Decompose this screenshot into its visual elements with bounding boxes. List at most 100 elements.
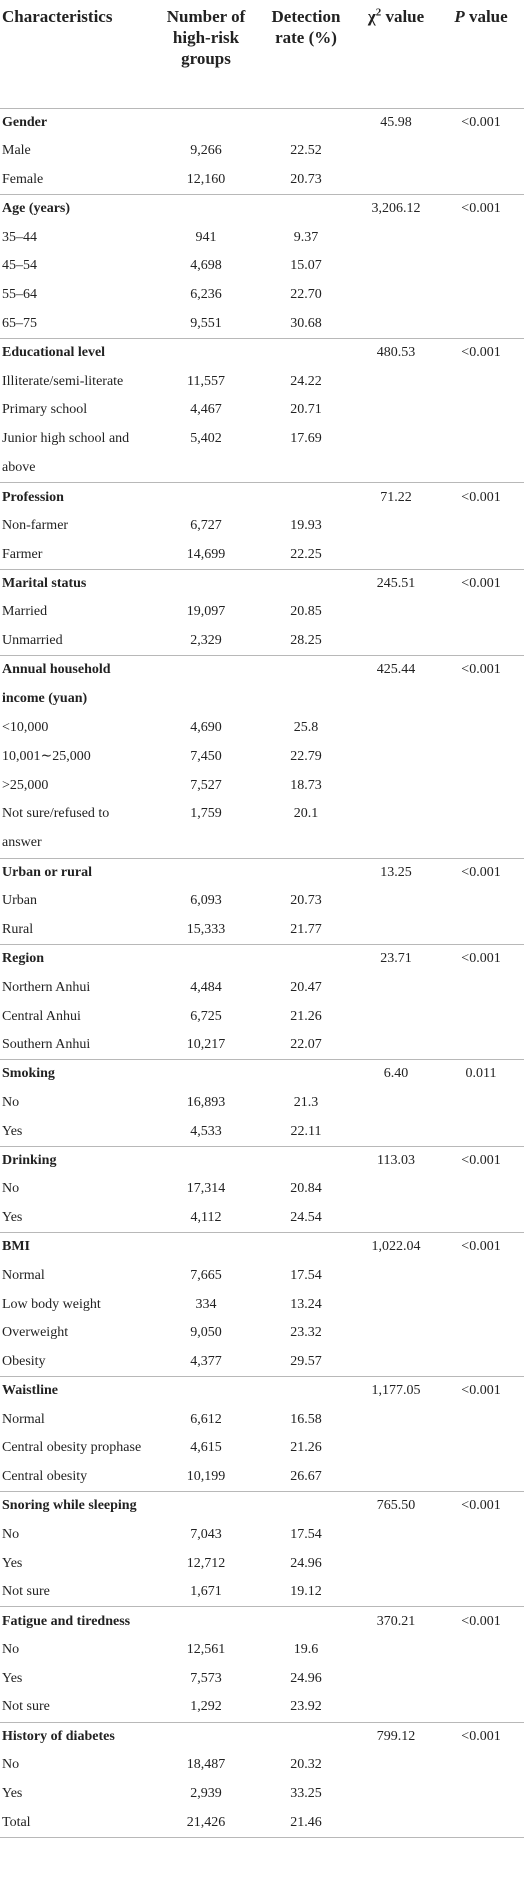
- row-label: Normal: [2, 1411, 45, 1427]
- chi-square-value: 6.40: [354, 1059, 438, 1089]
- p-value: <0.001: [438, 944, 524, 974]
- table-row: Normal 7,665 17.54: [0, 1261, 524, 1290]
- group-header-row: Snoring while sleeping 765.50 <0.001: [0, 1491, 524, 1521]
- row-chi-empty: [354, 310, 438, 339]
- group-label: Profession: [0, 482, 154, 512]
- row-p-empty: [438, 771, 524, 800]
- row-detection-rate: 17.54: [290, 1526, 322, 1542]
- group-label: Waistline: [0, 1376, 154, 1406]
- row-detection-rate: 26.67: [290, 1469, 322, 1485]
- row-count: 6,612: [190, 1411, 222, 1427]
- p-value: 0.011: [438, 1059, 524, 1089]
- row-count: 7,527: [190, 777, 222, 793]
- chi-square-value: 245.51: [354, 568, 438, 599]
- table-row: Farmer 14,699 22.25: [0, 540, 524, 569]
- row-count: 2,939: [190, 1786, 222, 1802]
- row-p-empty: [438, 743, 524, 772]
- row-p-empty: [438, 1089, 524, 1118]
- total-detection-rate: 21.46: [258, 1808, 354, 1838]
- table-row: Normal 6,612 16.58: [0, 1405, 524, 1434]
- group-count-empty: [154, 337, 258, 368]
- table-row: 10,001∼25,000 7,450 22.79: [0, 743, 524, 772]
- table-row: Yes 12,712 24.96: [0, 1549, 524, 1578]
- row-count: 4,112: [190, 1209, 222, 1225]
- group-rate-empty: [258, 1721, 354, 1751]
- row-detection-rate: 20.84: [290, 1181, 322, 1197]
- row-chi-empty: [354, 1319, 438, 1348]
- group-label: Urban or rural: [0, 857, 154, 888]
- row-label: Male: [2, 143, 31, 159]
- row-chi-empty: [354, 1117, 438, 1146]
- chi-square-value: 1,022.04: [354, 1232, 438, 1262]
- row-p-empty: [438, 540, 524, 569]
- row-count: 6,727: [190, 518, 222, 534]
- row-chi-empty: [354, 1031, 438, 1060]
- row-detection-rate: 20.47: [290, 979, 322, 995]
- row-label: Yes: [2, 1670, 23, 1686]
- row-chi-empty: [354, 1348, 438, 1377]
- chi-square-value: 765.50: [354, 1491, 438, 1521]
- chi-square-value: 45.98: [380, 114, 412, 130]
- total-chi-empty: [354, 1808, 438, 1838]
- table-row: Primary school 4,467 20.71: [0, 396, 524, 425]
- group-rate-empty: [258, 1232, 354, 1262]
- row-p-empty: [438, 800, 524, 858]
- chi-square-value: 370.21: [354, 1606, 438, 1636]
- row-detection-rate: 21.26: [290, 1440, 322, 1456]
- row-chi-empty: [354, 1549, 438, 1578]
- group-rate-empty: [258, 1376, 354, 1406]
- row-p-empty: [438, 1665, 524, 1694]
- row-p-empty: [438, 1521, 524, 1550]
- row-p-empty: [438, 1002, 524, 1031]
- group-header-row: Profession 71.22 <0.001: [0, 482, 524, 512]
- table-row: 45–54 4,698 15.07: [0, 252, 524, 281]
- group-label: Age (years): [0, 193, 154, 224]
- group-count-empty: [154, 655, 258, 714]
- row-chi-empty: [354, 137, 438, 166]
- row-label: Overweight: [2, 1325, 69, 1341]
- row-count: 7,043: [190, 1526, 222, 1542]
- row-detection-rate: 23.92: [290, 1699, 322, 1715]
- row-label: Yes: [2, 1786, 23, 1802]
- table-row: Overweight 9,050 23.32: [0, 1319, 524, 1348]
- row-detection-rate: 19.6: [293, 1642, 319, 1658]
- row-label: No: [2, 1642, 20, 1658]
- row-label: Central obesity: [2, 1469, 88, 1485]
- row-chi-empty: [354, 1405, 438, 1434]
- total-row: Total 21,426 21.46: [0, 1808, 524, 1838]
- row-chi-empty: [354, 1463, 438, 1492]
- chi-square-value: 3,206.12: [354, 193, 438, 224]
- row-label: Illiterate/semi-literate: [2, 373, 124, 389]
- row-detection-rate: 21.3: [293, 1094, 319, 1110]
- row-p-empty: [438, 310, 524, 339]
- row-detection-rate: 20.73: [290, 893, 322, 909]
- row-p-empty: [438, 1780, 524, 1809]
- row-detection-rate: 21.77: [290, 921, 322, 937]
- table-row: 35–44 941 9.37: [0, 223, 524, 252]
- group-label: Annual household income (yuan): [0, 655, 154, 714]
- row-chi-empty: [354, 598, 438, 627]
- row-chi-empty: [354, 1693, 438, 1722]
- row-detection-rate: 30.68: [290, 315, 322, 331]
- group-label: Educational level: [0, 337, 154, 368]
- row-p-empty: [438, 714, 524, 743]
- row-p-empty: [438, 916, 524, 945]
- row-detection-rate: 33.25: [290, 1786, 322, 1802]
- row-p-empty: [438, 166, 524, 195]
- row-detection-rate: 19.93: [290, 518, 322, 534]
- row-label: No: [2, 1181, 20, 1197]
- row-chi-empty: [354, 1089, 438, 1118]
- table-row: Junior high school and above 5,402 17.69: [0, 425, 524, 483]
- table-row: Unmarried 2,329 28.25: [0, 627, 524, 656]
- group-count-empty: [154, 568, 258, 599]
- row-detection-rate: 20.32: [290, 1757, 322, 1773]
- table-row: Northern Anhui 4,484 20.47: [0, 973, 524, 1002]
- table-row: Yes 4,533 22.11: [0, 1117, 524, 1146]
- table-row: Male 9,266 22.52: [0, 137, 524, 166]
- header-row: Characteristics Number of high-risk grou…: [0, 0, 524, 109]
- group-rate-empty: [258, 1491, 354, 1521]
- row-detection-rate: 22.79: [290, 748, 322, 764]
- table-row: Not sure 1,292 23.92: [0, 1693, 524, 1722]
- row-detection-rate: 22.70: [290, 287, 322, 303]
- row-count: 17,314: [186, 1181, 226, 1197]
